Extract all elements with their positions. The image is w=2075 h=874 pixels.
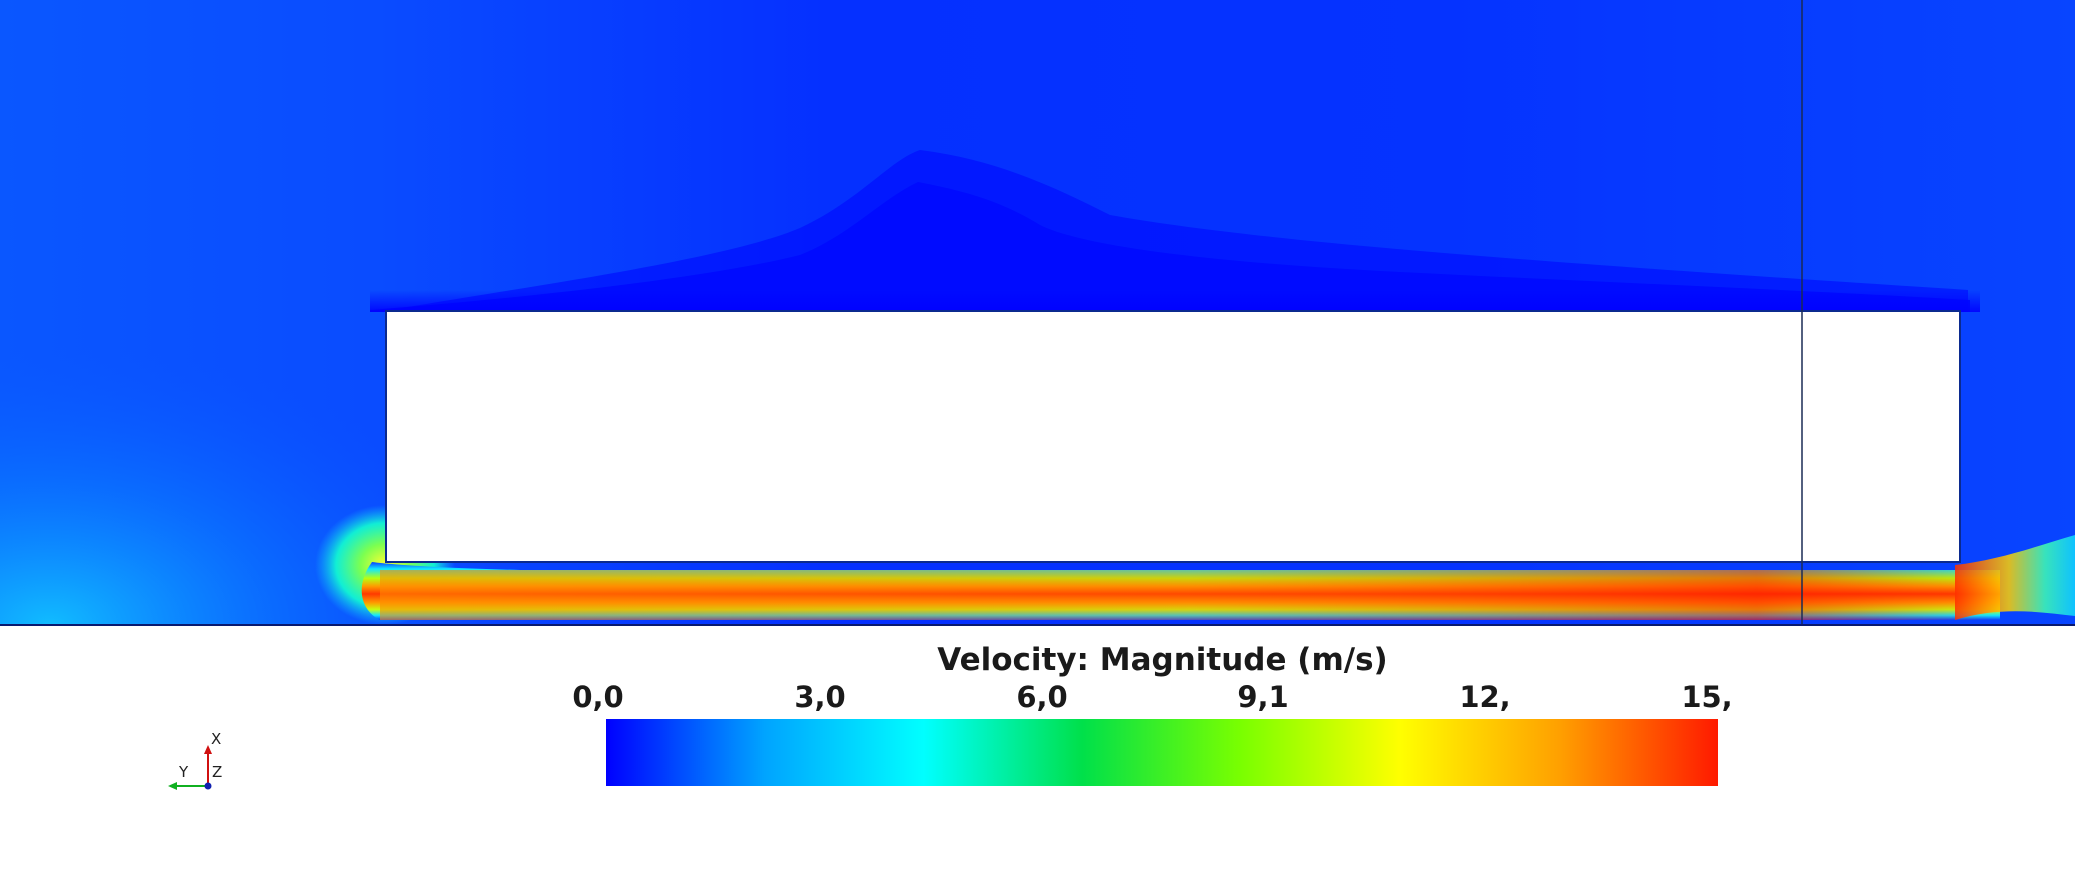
z-axis-dot-icon [204, 782, 212, 790]
colorbar-tick: 6,0 [1016, 680, 1068, 714]
y-axis-label: Y [178, 763, 189, 781]
y-arrow-head-icon [168, 782, 177, 790]
z-axis-label: Z [212, 763, 222, 781]
legend-title: Velocity: Magnitude (m/s) [937, 642, 1388, 678]
colorbar-tick: 12, [1459, 680, 1511, 714]
axis-triad: X Y Z [168, 730, 222, 790]
colorbar-tick: 15, [1681, 680, 1733, 714]
x-arrow-head-icon [204, 745, 212, 754]
colorbar [606, 719, 1718, 786]
colorbar-tick: 9,1 [1237, 680, 1289, 714]
x-axis-label: X [211, 730, 221, 748]
colorbar-tick: 0,0 [572, 680, 624, 714]
colorbar-tick: 3,0 [794, 680, 846, 714]
velocity-contour-plot [0, 0, 2075, 626]
